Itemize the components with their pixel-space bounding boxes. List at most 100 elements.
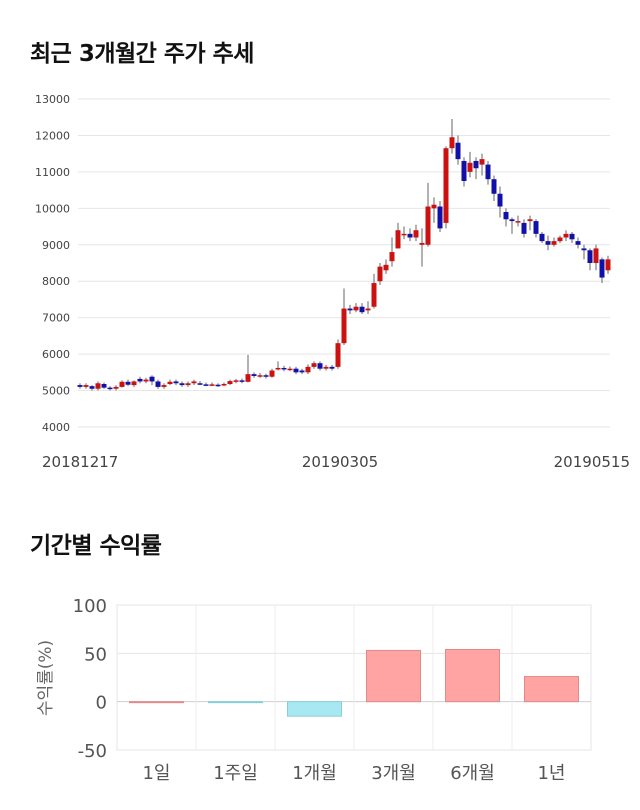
- candle-body: [107, 387, 113, 390]
- candle-body: [437, 206, 443, 229]
- candle-body: [173, 381, 179, 384]
- candle-body: [383, 264, 389, 271]
- candle-body: [479, 159, 485, 165]
- candle-body: [527, 219, 533, 222]
- candle-body: [503, 211, 509, 220]
- candle-x-date-label: 20190515: [554, 453, 630, 471]
- candle-body: [233, 380, 239, 382]
- candle-body: [593, 248, 599, 263]
- bar-y-tick-label: 50: [84, 644, 107, 665]
- candle-body: [149, 376, 155, 382]
- candle-body: [467, 162, 473, 172]
- return-bar: [524, 676, 579, 703]
- candle-body: [113, 386, 119, 389]
- bar-category-label: 1주일: [213, 763, 258, 784]
- candle-body: [599, 259, 605, 278]
- candle-body: [569, 233, 575, 240]
- bar-y-tick-label: 100: [73, 596, 107, 617]
- candle-body: [203, 384, 209, 386]
- candle-body: [401, 233, 407, 236]
- candle-body: [587, 250, 593, 263]
- candle-body: [485, 164, 491, 180]
- bar-y-axis-label: 수익률(%): [36, 640, 56, 716]
- candle-body: [299, 370, 305, 373]
- candle-body: [329, 366, 335, 369]
- candle-y-tick-label: 9000: [42, 239, 70, 252]
- candle-body: [359, 306, 365, 313]
- candle-y-tick-label: 13000: [35, 93, 70, 106]
- candle-body: [419, 242, 425, 245]
- return-bar: [287, 701, 342, 717]
- candle-body: [179, 383, 185, 386]
- candle-y-tick-label: 12000: [35, 129, 70, 142]
- candle-body: [125, 381, 131, 385]
- candle-body: [533, 221, 539, 234]
- candlestick-chart: 13000 12000 11000 10000 9000 8000 7000 6000 5000…: [35, 93, 630, 471]
- candle-body: [167, 381, 173, 384]
- candle-body: [281, 367, 287, 370]
- candle-y-tick-label: 11000: [35, 166, 70, 179]
- candle-body: [77, 385, 83, 387]
- candle-body: [137, 378, 143, 382]
- candle-body: [215, 384, 221, 387]
- candle-body: [413, 230, 419, 238]
- candle-body: [407, 233, 413, 238]
- candle-body: [239, 380, 245, 382]
- candle-body: [245, 374, 251, 382]
- candle-body: [473, 160, 479, 169]
- candle-body: [161, 385, 167, 387]
- return-bar: [445, 648, 500, 703]
- candle-body: [83, 385, 89, 387]
- candle-body: [143, 379, 149, 382]
- candle-body: [347, 308, 353, 311]
- candle-body: [353, 306, 359, 311]
- candle-body: [545, 241, 551, 245]
- bar-category-label: 1개월: [292, 763, 337, 784]
- return-bar: [208, 701, 263, 704]
- candle-body: [557, 237, 563, 242]
- candle-body: [521, 222, 527, 234]
- candle-body: [365, 308, 371, 311]
- candle-body: [341, 308, 347, 344]
- candle-body: [371, 283, 377, 307]
- candle-body: [377, 266, 383, 282]
- candle-y-tick-label: 5000: [42, 385, 70, 398]
- bar-category-label: 1년: [537, 763, 565, 784]
- return-bar: [129, 701, 184, 704]
- candle-body: [323, 366, 329, 369]
- candle-body: [395, 230, 401, 249]
- candle-body: [131, 381, 137, 386]
- candle-body: [461, 160, 467, 181]
- candle-body: [605, 259, 611, 271]
- return-bar: [366, 649, 421, 703]
- bar-y-tick-label: -50: [78, 741, 107, 762]
- candle-body: [575, 241, 581, 245]
- candle-body: [287, 368, 293, 371]
- candle-body: [293, 368, 299, 373]
- candle-body: [311, 363, 317, 367]
- candle-y-tick-label: 10000: [35, 202, 70, 215]
- candle-body: [305, 366, 311, 373]
- candle-body: [257, 375, 263, 377]
- bar-y-tick-label: 0: [96, 693, 107, 714]
- candle-body: [563, 233, 569, 238]
- candle-body: [155, 381, 161, 387]
- candle-body: [317, 363, 323, 369]
- candle-body: [431, 204, 437, 209]
- candle-y-tick-label: 6000: [42, 348, 70, 361]
- candle-y-tick-label: 7000: [42, 312, 70, 325]
- candle-y-tick-label: 8000: [42, 275, 70, 288]
- bar-category-label: 6개월: [450, 763, 495, 784]
- candle-body: [449, 137, 455, 149]
- candle-body: [443, 148, 449, 223]
- candle-body: [275, 367, 281, 370]
- candle-body: [89, 386, 95, 389]
- candle-body: [221, 383, 227, 386]
- bar-category-label: 1일: [142, 763, 170, 784]
- candle-body: [269, 370, 275, 377]
- candle-body: [335, 343, 341, 367]
- candle-x-date-label: 20181217: [42, 453, 118, 471]
- candle-body: [119, 381, 125, 387]
- candle-body: [227, 381, 233, 384]
